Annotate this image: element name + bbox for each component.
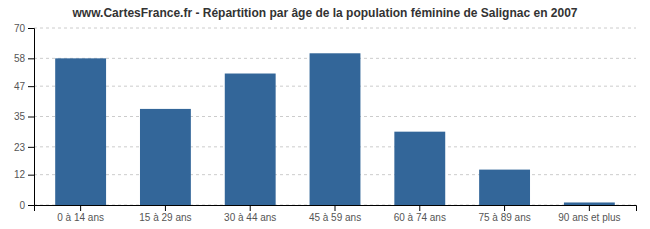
x-tick-label: 90 ans et plus <box>558 212 620 223</box>
y-tick: 70 <box>14 23 34 34</box>
x-tick-label: 45 à 59 ans <box>309 212 361 223</box>
y-tick-mark <box>28 58 34 59</box>
bar <box>394 132 445 205</box>
grid-line <box>34 28 636 29</box>
y-tick: 47 <box>14 81 34 92</box>
chart-container: www.CartesFrance.fr - Répartition par âg… <box>0 0 650 229</box>
x-axis: 0 à 14 ans 15 à 29 ans 30 à 44 ans 45 à 59 … <box>35 205 637 223</box>
y-tick: 58 <box>14 53 34 64</box>
y-tick-mark <box>28 28 34 29</box>
y-tick-mark <box>28 147 34 148</box>
x-tick-label: 75 à 89 ans <box>478 212 530 223</box>
x-tick-label: 0 à 14 ans <box>57 212 104 223</box>
bar <box>225 74 276 205</box>
x-tick-label: 15 à 29 ans <box>139 212 191 223</box>
y-tick-label: 35 <box>14 111 26 122</box>
y-tick-mark <box>28 175 34 176</box>
y-tick-mark <box>28 86 34 87</box>
bar <box>140 109 191 205</box>
chart-svg: www.CartesFrance.fr - Répartition par âg… <box>0 0 650 229</box>
chart-title: www.CartesFrance.fr - Répartition par âg… <box>71 6 577 20</box>
y-tick: 23 <box>14 142 34 153</box>
bar <box>55 58 106 205</box>
y-tick-label: 12 <box>14 169 26 180</box>
x-axis-line <box>35 206 637 212</box>
y-tick-label: 70 <box>14 23 26 34</box>
x-tick-label: 30 à 44 ans <box>224 212 276 223</box>
y-tick-mark <box>28 117 34 118</box>
bars <box>55 53 615 205</box>
grid <box>34 28 636 205</box>
x-tick: 60 à 74 ans <box>394 205 446 223</box>
y-axis: 0 12 23 35 47 58 70 <box>14 23 35 211</box>
bar <box>479 170 530 205</box>
x-tick-mark <box>589 205 590 211</box>
y-tick: 12 <box>14 169 34 180</box>
bar <box>310 53 361 205</box>
x-tick: 30 à 44 ans <box>224 205 276 223</box>
x-tick-mark <box>80 205 81 211</box>
y-tick: 0 <box>19 200 34 211</box>
y-tick-label: 23 <box>14 142 26 153</box>
x-tick: 75 à 89 ans <box>478 205 530 223</box>
x-tick-mark <box>250 205 251 211</box>
y-tick-label: 0 <box>19 200 25 211</box>
y-axis-line <box>28 29 35 206</box>
x-tick: 90 ans et plus <box>558 205 620 223</box>
y-tick: 35 <box>14 111 34 122</box>
x-tick: 15 à 29 ans <box>139 205 191 223</box>
x-tick-mark <box>335 205 336 211</box>
x-tick: 45 à 59 ans <box>309 205 361 223</box>
bar <box>564 202 615 205</box>
y-tick-label: 58 <box>14 53 26 64</box>
x-tick-label: 60 à 74 ans <box>394 212 446 223</box>
x-tick-mark <box>419 205 420 211</box>
x-tick-mark <box>165 205 166 211</box>
x-tick-mark <box>504 205 505 211</box>
y-tick-label: 47 <box>14 81 26 92</box>
y-tick-mark <box>28 205 34 206</box>
x-tick: 0 à 14 ans <box>57 205 104 223</box>
